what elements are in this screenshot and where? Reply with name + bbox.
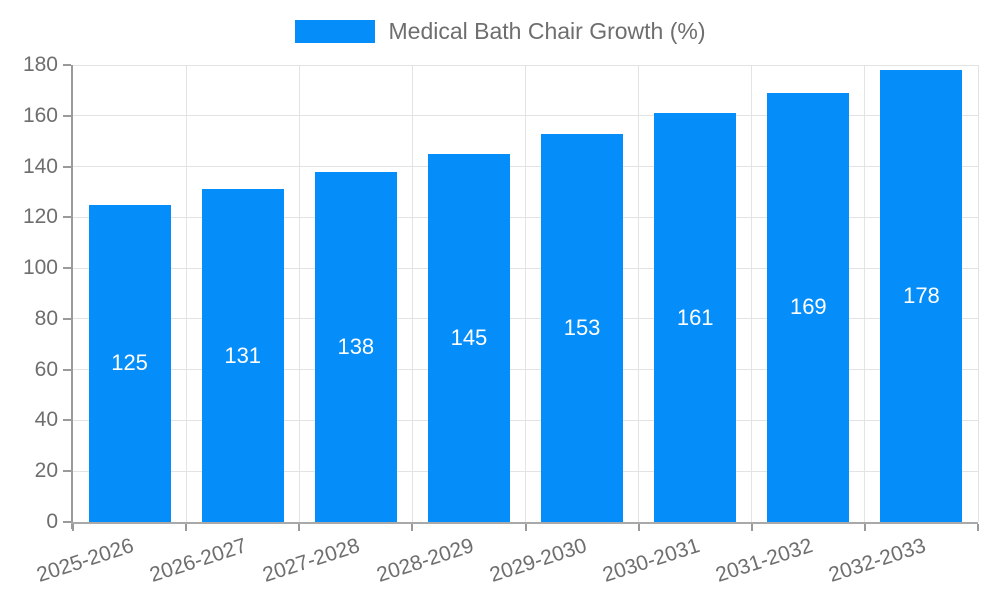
y-tick-label: 20 <box>34 459 58 483</box>
plot-area: 125 131 138 145 153 161 169 178 <box>63 64 979 531</box>
x-tick <box>637 524 640 531</box>
x-gridline <box>185 65 187 522</box>
y-tick <box>63 317 71 320</box>
x-gridline <box>525 65 526 522</box>
x-gridline <box>864 65 866 522</box>
x-tick-label: 2032-2033 <box>825 534 929 587</box>
y-tick <box>63 216 71 219</box>
bar-value-label: 125 <box>111 350 148 376</box>
x-tick-label: 2026-2027 <box>147 534 250 587</box>
y-tick-label: 100 <box>22 256 58 280</box>
x-gridline <box>751 65 753 522</box>
legend-swatch <box>294 20 375 43</box>
x-tick <box>72 524 74 531</box>
x-gridline <box>411 65 413 522</box>
bar-2030-2031[interactable] <box>654 113 737 522</box>
y-tick-label: 40 <box>34 408 58 432</box>
bar-value-label: 169 <box>789 294 827 320</box>
y-tick-label: 180 <box>22 53 58 76</box>
y-tick <box>63 419 71 422</box>
y-tick-label: 0 <box>46 510 58 533</box>
x-tick-label: 2029-2030 <box>486 534 590 587</box>
bar-2026-2027[interactable] <box>201 189 284 522</box>
bar-value-label: 161 <box>676 304 714 330</box>
y-tick-label: 160 <box>22 103 58 127</box>
y-tick <box>63 470 71 473</box>
x-tick <box>524 524 527 531</box>
y-tick-label: 60 <box>34 357 58 381</box>
bar-value-label: 131 <box>224 342 262 368</box>
bar-2028-2029[interactable] <box>427 153 510 522</box>
y-tick <box>63 165 71 168</box>
y-tick <box>63 521 71 523</box>
bar-value-label: 153 <box>563 314 601 340</box>
bar-2031-2032[interactable] <box>767 92 850 522</box>
bar-value-label: 138 <box>337 333 375 359</box>
x-tick-label: 2027-2028 <box>260 534 363 587</box>
x-tick <box>750 524 753 531</box>
legend-label: Medical Bath Chair Growth (%) <box>388 18 706 44</box>
bar-value-label: 178 <box>903 283 940 309</box>
bar-value-label: 145 <box>450 324 488 350</box>
x-tick <box>298 524 301 531</box>
bar-2025-2026[interactable] <box>88 204 171 522</box>
bar-2029-2030[interactable] <box>541 133 624 522</box>
x-gridline <box>298 65 300 522</box>
x-tick <box>977 524 979 531</box>
x-gridline <box>638 65 640 522</box>
y-tick <box>63 267 71 270</box>
x-tick <box>185 524 188 531</box>
y-tick-label: 140 <box>22 154 58 178</box>
x-tick-label: 2030-2031 <box>599 534 703 587</box>
x-tick-label: 2025-2026 <box>34 534 137 587</box>
x-gridline <box>977 65 979 522</box>
x-tick <box>863 524 866 531</box>
x-tick-label: 2031-2032 <box>712 534 816 587</box>
x-tick-label: 2028-2029 <box>373 534 477 587</box>
y-tick <box>63 114 71 117</box>
x-axis-line <box>71 522 978 524</box>
x-tick <box>411 524 414 531</box>
y-axis-line <box>71 65 73 529</box>
bar-2027-2028[interactable] <box>314 171 397 522</box>
legend[interactable]: Medical Bath Chair Growth (%) <box>0 18 1000 45</box>
bar-2032-2033[interactable] <box>880 70 963 522</box>
y-tick <box>63 64 71 66</box>
y-tick <box>63 368 71 371</box>
y-tick-label: 120 <box>22 205 58 229</box>
y-tick-label: 80 <box>34 306 58 330</box>
